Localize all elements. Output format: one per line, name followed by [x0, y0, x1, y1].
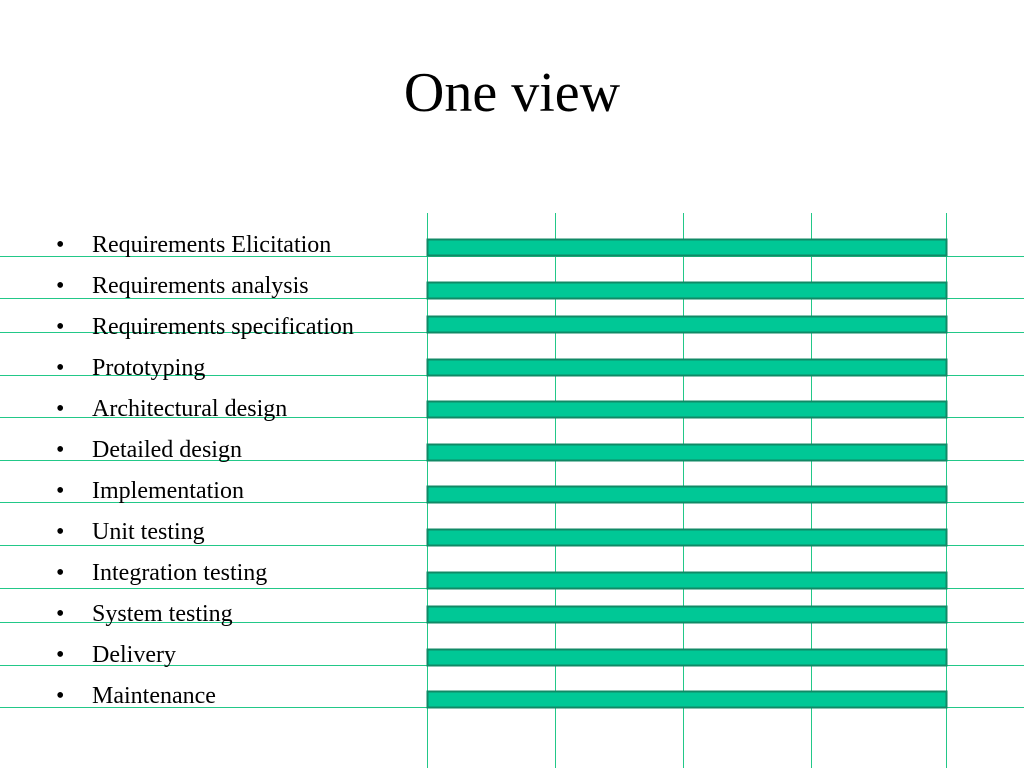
activity-item: • Maintenance [56, 680, 416, 712]
bullet-icon: • [56, 355, 65, 381]
activity-label: Maintenance [92, 683, 216, 709]
bullet-icon: • [56, 232, 65, 258]
activity-bar [426, 648, 948, 667]
activity-bar [426, 443, 948, 462]
activity-bar [426, 690, 948, 709]
activity-label: Requirements specification [92, 314, 354, 340]
activity-bar [426, 528, 948, 547]
activity-bar [426, 605, 948, 624]
activity-bars [426, 238, 948, 709]
activity-label: Requirements Elicitation [92, 232, 332, 258]
activity-bar [426, 485, 948, 504]
activity-label: Detailed design [92, 437, 242, 463]
bullet-icon: • [56, 560, 65, 586]
activity-label: Unit testing [92, 519, 205, 545]
activity-label: Integration testing [92, 560, 268, 586]
activity-bar [426, 400, 948, 419]
activity-label: Architectural design [92, 396, 288, 422]
activity-item: • Requirements specification [56, 311, 416, 343]
activity-item: • Architectural design [56, 393, 416, 425]
activity-label: Requirements analysis [92, 273, 309, 299]
bullet-icon: • [56, 273, 65, 299]
bullet-icon: • [56, 642, 65, 668]
bullet-icon: • [56, 519, 65, 545]
activity-bar [426, 238, 948, 257]
activity-label: System testing [92, 601, 233, 627]
bullet-icon: • [56, 437, 65, 463]
bullet-icon: • [56, 396, 65, 422]
slide-title: One view [403, 62, 621, 124]
bullet-icon: • [56, 683, 65, 709]
activity-label: Prototyping [92, 355, 206, 381]
activity-bar [426, 281, 948, 300]
activity-bar [426, 315, 948, 334]
activity-label: Delivery [92, 642, 176, 668]
bullet-icon: • [56, 314, 65, 340]
bullet-icon: • [56, 478, 65, 504]
activity-item: • Detailed design [56, 434, 416, 466]
activity-item: • Requirements analysis [56, 270, 416, 302]
activity-item: • Integration testing [56, 557, 416, 589]
activity-item: • Delivery [56, 639, 416, 671]
activity-item: • Prototyping [56, 352, 416, 384]
activity-item: • System testing [56, 598, 416, 630]
activity-bar [426, 571, 948, 590]
bullet-icon: • [56, 601, 65, 627]
activity-label: Implementation [92, 478, 244, 504]
activity-item: • Unit testing [56, 516, 416, 548]
activity-item: • Implementation [56, 475, 416, 507]
activity-bar [426, 358, 948, 377]
activity-item: • Requirements Elicitation [56, 229, 416, 261]
